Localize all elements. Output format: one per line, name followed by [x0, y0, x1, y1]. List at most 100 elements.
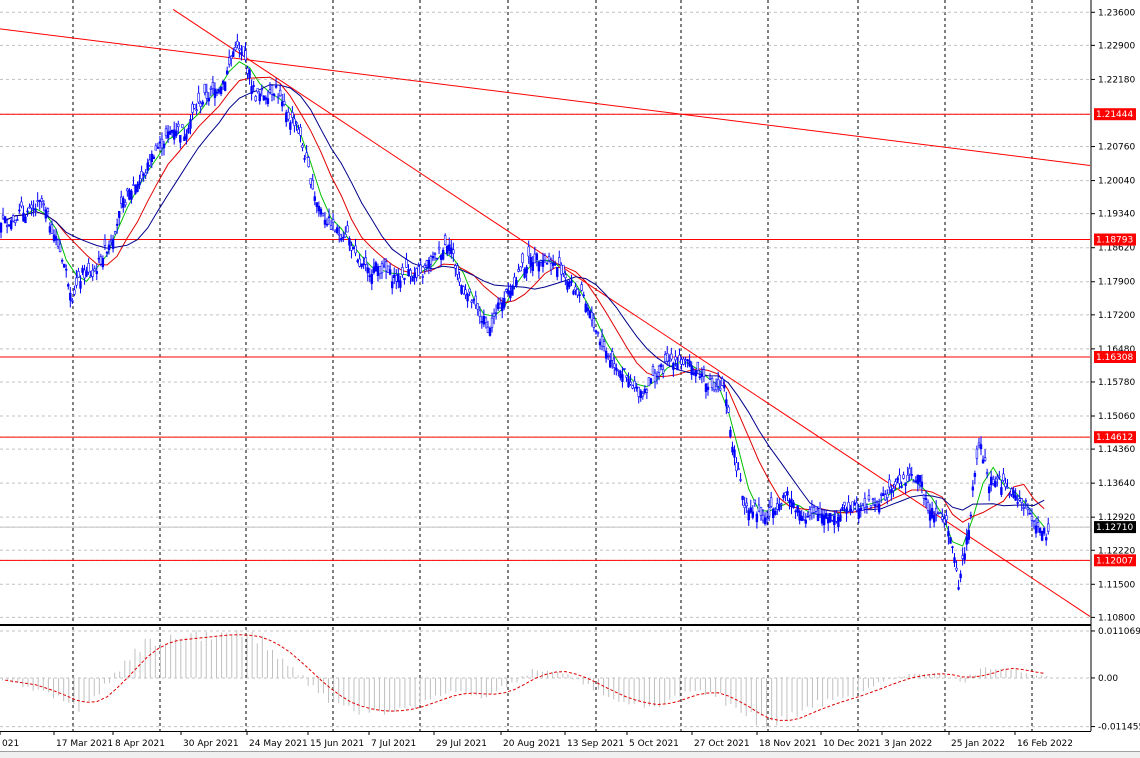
candle-body — [89, 275, 92, 278]
candle-body — [291, 112, 294, 118]
candle-body — [446, 245, 449, 254]
price-tick-label: 1.18620 — [1098, 244, 1135, 254]
candle-body — [236, 40, 239, 46]
time-tick-label: 30 Apr 2021 — [183, 739, 239, 749]
candle-body — [1034, 525, 1038, 534]
candle-body — [627, 378, 630, 388]
candle-body — [716, 378, 720, 387]
candle-body — [97, 257, 101, 260]
candle-body — [207, 97, 211, 102]
candle-body — [87, 263, 90, 273]
candle-body — [892, 488, 895, 491]
candle-body — [753, 499, 757, 504]
candle-body — [1040, 530, 1044, 541]
candle-body — [26, 210, 29, 213]
candle-body — [107, 244, 111, 251]
candle-body — [0, 222, 3, 233]
candle-body — [845, 508, 848, 514]
candle-body — [666, 353, 669, 362]
candle-body — [1000, 487, 1003, 495]
oscillator-axis: 0.011069 0.00 -0.011455 — [1091, 627, 1140, 733]
candle-body — [7, 224, 11, 226]
candle-body — [425, 260, 429, 266]
candle-body — [985, 472, 989, 474]
candle-body — [896, 478, 899, 481]
candle-body — [443, 235, 447, 245]
candle-body — [441, 249, 445, 260]
candle-body — [651, 366, 655, 376]
candle-body — [723, 385, 726, 389]
candle-body — [71, 300, 74, 302]
candle-body — [16, 219, 19, 221]
candle-body — [615, 367, 618, 371]
candle-body — [513, 276, 516, 287]
candle-body — [203, 83, 206, 93]
candle-body — [154, 145, 158, 151]
chart-frame — [0, 0, 1092, 732]
candle-body — [521, 253, 524, 264]
candle-body — [745, 502, 748, 507]
candle-body — [252, 85, 255, 87]
candle-body — [374, 262, 378, 272]
candle-body — [871, 498, 875, 501]
candle-body — [69, 292, 72, 301]
candle-body — [680, 359, 683, 365]
candle-body — [633, 380, 636, 388]
candle-body — [225, 70, 229, 75]
candle-body — [478, 310, 482, 317]
candle-body — [623, 368, 626, 370]
candle-body — [158, 141, 162, 144]
candle-body — [421, 276, 424, 278]
price-tags: 1.21444 1.18793 1.16308 1.14612 1.12007 1.127… — [1094, 108, 1136, 567]
candle-body — [166, 131, 170, 139]
candle-body — [105, 251, 109, 254]
candle-body — [507, 290, 510, 295]
candle-body — [388, 269, 392, 275]
candle-body — [431, 255, 435, 259]
candle-body — [655, 375, 659, 378]
candle-body — [144, 172, 147, 176]
candle-body — [511, 285, 514, 296]
candle-body — [1004, 482, 1007, 487]
candle-body — [417, 266, 420, 276]
candle-body — [580, 284, 583, 291]
price-tick-label: 1.16480 — [1098, 345, 1135, 355]
candle-body — [380, 263, 384, 274]
candle-body — [193, 104, 196, 109]
candle-body — [604, 350, 608, 359]
candle-body — [5, 225, 9, 227]
candle-body — [608, 360, 612, 368]
candle-body — [643, 388, 647, 394]
candle-body — [93, 268, 96, 272]
candle-body — [376, 266, 380, 276]
candle-body — [814, 506, 818, 512]
candle-body — [22, 212, 25, 222]
candle-body — [56, 239, 60, 247]
candle-body — [794, 510, 797, 513]
candle-body — [433, 252, 437, 255]
candle-body — [855, 502, 858, 511]
candle-body — [266, 98, 270, 104]
candle-body — [164, 128, 168, 137]
candle-body — [1016, 502, 1019, 504]
candle-body — [454, 265, 457, 269]
candle-body — [1042, 528, 1046, 534]
candle-body — [939, 512, 942, 515]
candle-body — [427, 260, 431, 268]
candle-body — [429, 256, 433, 265]
candle-body — [847, 502, 850, 512]
candle-body — [576, 288, 579, 296]
candle-body — [448, 244, 451, 252]
candle-body — [875, 501, 879, 503]
candle-body — [928, 511, 932, 521]
price-tick-label: 1.23600 — [1098, 8, 1135, 18]
candle-body — [456, 265, 459, 275]
candle-body — [189, 119, 192, 129]
candle-body — [902, 474, 905, 479]
candle-body — [111, 238, 115, 249]
candle-body — [629, 381, 632, 385]
candle-body — [468, 288, 471, 293]
candle-body — [545, 263, 549, 265]
window-bottom-edge — [0, 751, 1140, 758]
